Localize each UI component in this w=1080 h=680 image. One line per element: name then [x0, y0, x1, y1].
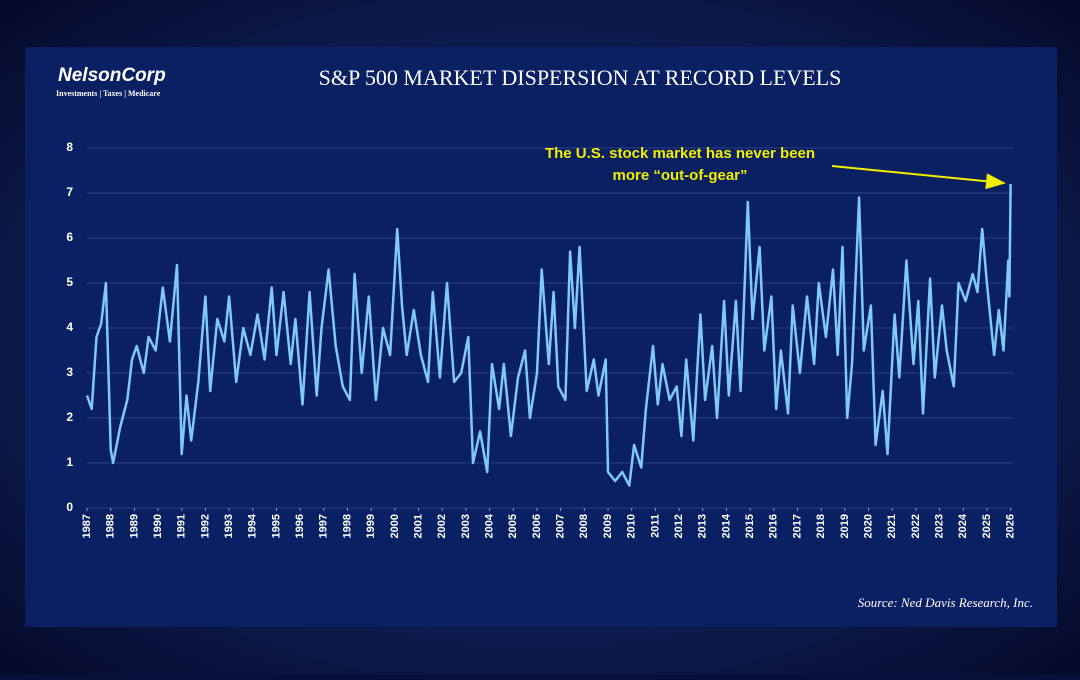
- x-tick-label: 2006: [531, 514, 543, 538]
- x-tick-label: 2009: [602, 514, 614, 538]
- x-tick-label: 2014: [720, 513, 732, 538]
- x-tick-label: 1998: [341, 514, 353, 538]
- y-tick-label: 8: [66, 140, 73, 154]
- x-tick-label: 2022: [910, 514, 922, 538]
- annotation: The U.S. stock market has never been: [545, 145, 815, 162]
- annotation-arrow: [831, 165, 1006, 190]
- x-tick-label: 1991: [176, 514, 188, 538]
- x-tick-label: 2008: [578, 514, 590, 538]
- panel: [25, 47, 1057, 627]
- x-tick-label: 2002: [436, 514, 448, 538]
- x-tick-label: 2021: [886, 514, 898, 538]
- y-tick-label: 6: [66, 230, 73, 244]
- y-tick-label: 1: [66, 455, 73, 469]
- x-tick-label: 1994: [247, 513, 259, 538]
- x-tick-label: 2024: [957, 513, 969, 538]
- y-tick-label: 4: [66, 320, 73, 334]
- x-tick-label: 1988: [105, 514, 117, 538]
- x-tick-label: 1997: [318, 514, 330, 538]
- x-tick-label: 2005: [507, 514, 519, 538]
- x-tick-label: 1992: [199, 514, 211, 538]
- source: Source: Ned Davis Research, Inc.: [858, 595, 1033, 610]
- y-tick-label: 7: [66, 185, 73, 199]
- x-tick-label: 2001: [412, 514, 424, 538]
- x-tick-label: 2025: [981, 514, 993, 538]
- annotation: more “out-of-gear”: [613, 167, 748, 184]
- y-tick-label: 5: [66, 275, 73, 289]
- x-tick-label: 1987: [81, 514, 93, 538]
- y-tick-label: 0: [66, 500, 73, 514]
- x-tick-label: 2011: [649, 514, 661, 538]
- x-tick-label: 2003: [460, 514, 472, 538]
- x-tick-label: 1989: [128, 514, 140, 538]
- x-tick-label: 2015: [744, 514, 756, 538]
- x-tick-label: 2007: [555, 514, 567, 538]
- y-tick-label: 2: [66, 410, 73, 424]
- x-tick-label: 2017: [791, 514, 803, 538]
- data-line: [85, 183, 1012, 487]
- x-tick-label: 1995: [270, 514, 282, 538]
- x-tick-label: 1990: [152, 514, 164, 538]
- x-tick-label: 2020: [862, 514, 874, 538]
- logo: NelsonCorp: [58, 65, 166, 86]
- x-tick-label: 2023: [933, 514, 945, 538]
- x-tick-label: 2000: [389, 514, 401, 538]
- x-tick-label: 2013: [697, 514, 709, 538]
- x-tick-label: 2026: [1005, 514, 1017, 538]
- x-tick-label: 1999: [365, 514, 377, 538]
- chart-title: S&P 500 MARKET DISPERSION AT RECORD LEVE…: [319, 65, 842, 90]
- y-tick-label: 3: [66, 365, 73, 379]
- x-tick-label: 2004: [484, 513, 496, 538]
- x-tick-label: 2019: [839, 514, 851, 538]
- x-tick-label: 2012: [673, 514, 685, 538]
- x-tick-label: 1993: [223, 514, 235, 538]
- x-tick-label: 1996: [294, 514, 306, 538]
- x-tick-label: 2010: [626, 514, 638, 538]
- x-tick-label: 2016: [768, 514, 780, 538]
- logo-tagline: Investments | Taxes | Medicare: [56, 89, 161, 98]
- x-tick-label: 2018: [815, 514, 827, 538]
